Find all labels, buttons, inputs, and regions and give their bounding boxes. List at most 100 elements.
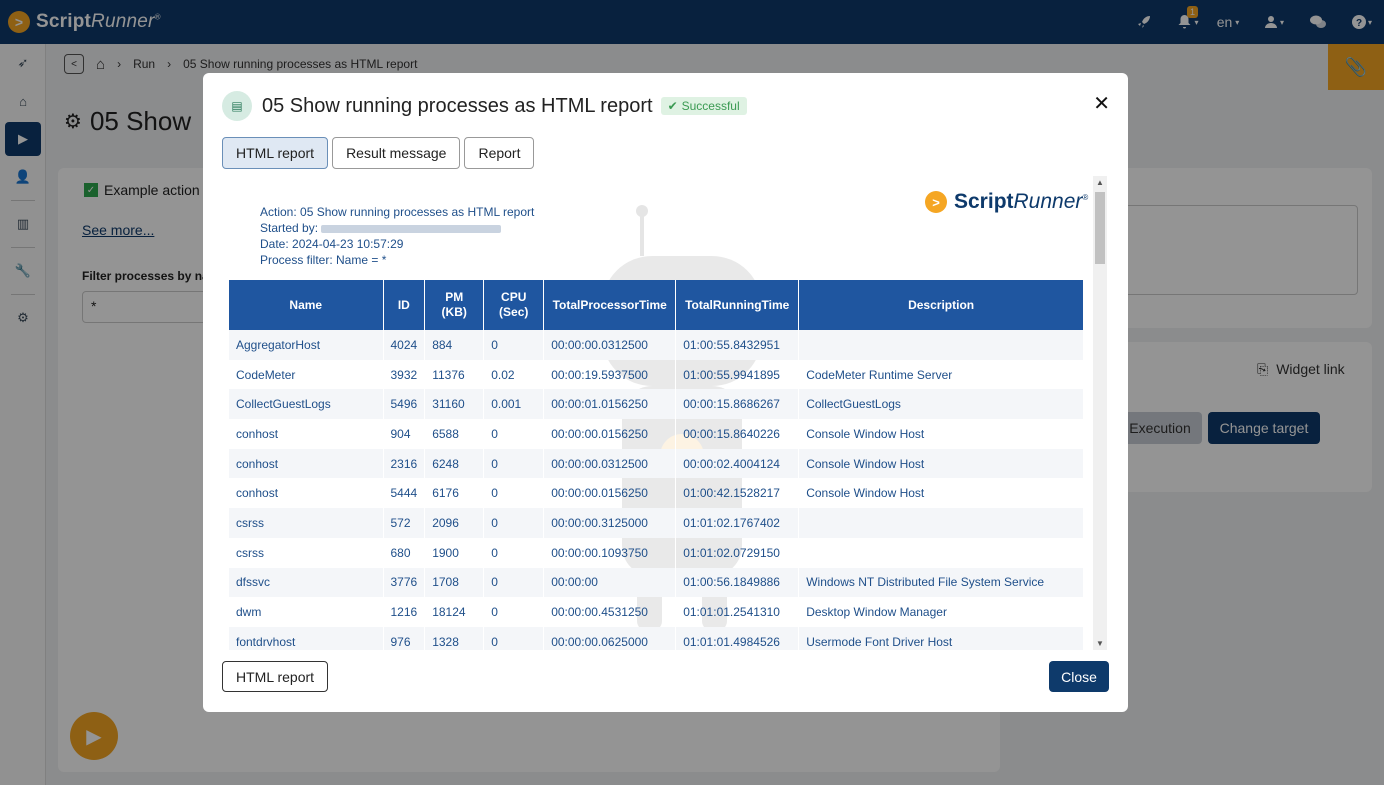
cell-cpu: 0 <box>483 478 545 509</box>
breadcrumb-run[interactable]: Run <box>133 57 156 71</box>
close-button[interactable]: Close <box>1049 661 1109 692</box>
cell-name: AggregatorHost <box>229 330 384 360</box>
brand-name: ScriptRunner® <box>36 11 161 32</box>
brand[interactable]: > ScriptRunner® <box>8 11 161 33</box>
breadcrumb-home-icon[interactable]: ⌂ <box>96 55 106 73</box>
cell-cpu: 0 <box>483 567 545 598</box>
cell-name: dfssvc <box>229 567 384 598</box>
scroll-down-arrow-icon[interactable]: ▼ <box>1096 639 1104 648</box>
play-icon: ▶ <box>18 131 28 146</box>
table-row: CollectGuestLogs 5496 31160 0.001 00:00:01.0… <box>229 389 1084 420</box>
cell-name: conhost <box>229 419 384 449</box>
breadcrumb: < ⌂ › Run › 05 Show running processes as… <box>64 54 417 74</box>
modal-title: 05 Show running processes as HTML report <box>262 94 653 117</box>
sidebar-item-tools[interactable]: 🔧 <box>0 252 46 290</box>
cell-running-time: 01:01:02.0729150 <box>675 537 800 568</box>
cell-name: CodeMeter <box>229 359 384 390</box>
cell-pm: 6248 <box>424 448 485 479</box>
cell-running-time: 01:00:42.1528217 <box>675 478 800 509</box>
html-report-view[interactable]: Action: 05 Show running processes as HTM… <box>222 176 1107 650</box>
cell-cpu: 0.001 <box>483 389 545 420</box>
report-logo: > ScriptRunner® <box>925 190 1088 214</box>
tab-result-message[interactable]: Result message <box>332 137 461 169</box>
sidebar-item-users[interactable]: 👤 <box>0 158 46 196</box>
cell-name: CollectGuestLogs <box>229 389 384 420</box>
see-more-link[interactable]: See more... <box>82 222 155 238</box>
sidebar-item-rocket[interactable]: ➶ <box>0 44 46 82</box>
col-header-cpu: CPU (Sec) <box>483 280 545 330</box>
notifications-bell-icon[interactable]: 1 ▾ <box>1166 0 1210 44</box>
user-menu-icon[interactable]: ▾ <box>1252 0 1296 44</box>
scrollbar-thumb[interactable] <box>1095 192 1105 264</box>
chevron-left-icon: < <box>71 58 77 70</box>
tab-report[interactable]: Report <box>464 137 535 169</box>
widget-link[interactable]: ⎘ Widget link <box>1257 361 1345 377</box>
cell-description: Desktop Window Manager <box>798 597 1084 627</box>
play-icon: ▶ <box>86 725 102 748</box>
wrench-icon: 🔧 <box>14 263 32 278</box>
cell-description <box>798 537 1084 568</box>
cell-id: 5496 <box>383 389 426 420</box>
execution-button[interactable]: Execution <box>1118 412 1202 444</box>
user-arrow-icon: 👤 <box>14 169 32 184</box>
col-header-pm: PM (KB) <box>424 280 485 330</box>
cell-running-time: 01:01:01.2541310 <box>675 597 800 627</box>
report-scrollbar[interactable]: ▲ ▼ <box>1093 176 1107 650</box>
language-selector[interactable]: en ▾ <box>1216 14 1240 30</box>
sidebar-item-run[interactable]: ▶ <box>0 120 46 158</box>
chat-icon[interactable] <box>1296 0 1340 44</box>
run-play-button[interactable]: ▶ <box>70 712 118 760</box>
cell-id: 680 <box>383 537 426 568</box>
tab-html-report[interactable]: HTML report <box>222 137 329 169</box>
back-button[interactable]: < <box>64 54 84 74</box>
cell-running-time: 01:00:55.9941895 <box>675 359 800 390</box>
close-icon[interactable]: ✕ <box>1093 93 1110 115</box>
cell-description: Usermode Font Driver Host <box>798 626 1084 650</box>
col-header-name[interactable]: Name <box>229 280 384 330</box>
table-row: conhost 5444 6176 0 00:00:00.0156250 01:00:42… <box>229 478 1084 509</box>
notification-badge: 1 <box>1187 6 1199 18</box>
html-report-download-button[interactable]: HTML report <box>222 661 329 692</box>
scroll-up-arrow-icon[interactable]: ▲ <box>1096 178 1104 187</box>
scriptrunner-logo-icon: > <box>8 11 30 33</box>
report-modal: ▤ 05 Show running processes as HTML repo… <box>203 73 1128 712</box>
cell-running-time: 00:00:02.4004124 <box>675 448 800 479</box>
cell-pm: 11376 <box>424 359 485 390</box>
report-date: Date: 2024-04-23 10:57:29 <box>260 237 404 251</box>
cell-name: csrss <box>229 537 384 568</box>
cell-name: conhost <box>229 478 384 509</box>
change-target-button[interactable]: Change target <box>1208 412 1320 444</box>
table-row: conhost 2316 6248 0 00:00:00.0312500 00:00:02… <box>229 448 1084 479</box>
rocket-icon[interactable] <box>1122 0 1166 44</box>
help-icon[interactable]: ? ▾ <box>1340 0 1384 44</box>
cell-processor-time: 00:00:19.5937500 <box>543 359 677 390</box>
cell-description: Windows NT Distributed File System Servi… <box>798 567 1084 598</box>
cell-processor-time: 00:00:00 <box>543 567 677 598</box>
sidebar-item-reports[interactable]: ▥ <box>0 205 46 243</box>
home-icon: ⌂ <box>19 93 27 109</box>
report-action: Action: 05 Show running processes as HTM… <box>260 205 535 219</box>
cell-processor-time: 00:00:00.3125000 <box>543 508 677 538</box>
chevron-right-icon: › <box>167 57 172 71</box>
cell-pm: 18124 <box>424 597 485 627</box>
attachment-paperclip-icon[interactable]: 📎 <box>1328 44 1384 90</box>
page-title: ⚙ 05 Show <box>64 106 192 136</box>
cell-pm: 884 <box>424 330 485 360</box>
svg-text:?: ? <box>1356 18 1362 29</box>
col-header-processor-time: TotalProcessorTime <box>543 280 677 330</box>
sidebar-item-settings[interactable]: ⚙ <box>0 299 46 337</box>
action-settings-icon: ⚙ <box>64 111 82 133</box>
chart-icon: ▥ <box>16 216 30 231</box>
cell-description: Console Window Host <box>798 478 1084 509</box>
process-table: Name ID PM (KB) CPU (Sec) TotalProcessor… <box>229 280 1084 650</box>
table-header-row: Name ID PM (KB) CPU (Sec) TotalProcessor… <box>229 280 1084 330</box>
cell-cpu: 0.02 <box>483 359 545 390</box>
cell-cpu: 0 <box>483 626 545 650</box>
breadcrumb-current: 05 Show running processes as HTML report <box>183 57 418 71</box>
cell-description: CodeMeter Runtime Server <box>798 359 1084 390</box>
cell-name: csrss <box>229 508 384 538</box>
cell-running-time: 01:01:02.1767402 <box>675 508 800 538</box>
example-action-checkbox[interactable]: ✓ Example action - <box>84 182 208 198</box>
sidebar-item-home[interactable]: ⌂ <box>0 82 46 120</box>
cell-running-time: 00:00:15.8686267 <box>675 389 800 420</box>
